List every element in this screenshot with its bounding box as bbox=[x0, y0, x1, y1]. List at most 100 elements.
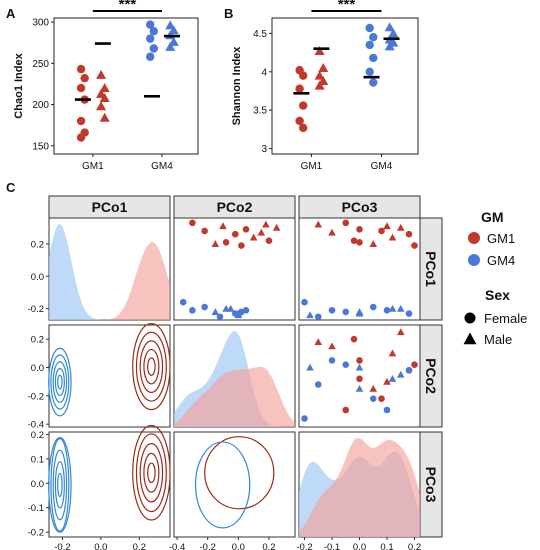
data-point bbox=[342, 361, 350, 368]
data-point-female bbox=[149, 44, 158, 53]
row-strip-label: PCo3 bbox=[423, 467, 439, 503]
x-tick-label: GM1 bbox=[301, 161, 323, 172]
data-point bbox=[249, 233, 258, 241]
data-point bbox=[383, 222, 391, 230]
row-strip-label: PCo1 bbox=[423, 251, 439, 287]
y-tick-label: -0.2 bbox=[28, 528, 44, 539]
legend-label: GM4 bbox=[487, 253, 515, 268]
data-point bbox=[328, 357, 336, 364]
data-point bbox=[211, 308, 220, 315]
data-point-female bbox=[365, 67, 374, 76]
legend-swatch bbox=[468, 232, 480, 244]
data-point bbox=[262, 220, 270, 228]
legend: GM GM1 GM4 Sex Female Male bbox=[463, 209, 527, 347]
column-strip-label: PCo2 bbox=[217, 199, 253, 215]
data-point bbox=[328, 228, 336, 236]
x-tick-label: -0.2 bbox=[200, 542, 216, 550]
data-point bbox=[222, 238, 230, 246]
data-point-female bbox=[76, 64, 86, 74]
data-point bbox=[396, 370, 405, 378]
y-tick-label: 300 bbox=[32, 18, 49, 29]
data-point-female bbox=[295, 116, 304, 126]
data-point bbox=[369, 395, 377, 402]
legend-label: Male bbox=[484, 332, 512, 347]
pair-cell bbox=[298, 431, 421, 538]
data-point-male bbox=[314, 46, 325, 56]
density-contour bbox=[52, 449, 68, 521]
density-contour bbox=[143, 348, 160, 385]
legend-title-gm: GM bbox=[481, 209, 504, 225]
density-gm4 bbox=[49, 224, 170, 320]
row-strip-label: PCo2 bbox=[423, 358, 439, 394]
data-point-female bbox=[80, 73, 89, 83]
data-point-male bbox=[99, 83, 110, 93]
panel-b: B 3 3.5 4 4.5 Shannon Index GM1 GM4 *** bbox=[224, 0, 419, 172]
density-contour bbox=[194, 441, 251, 529]
data-point bbox=[396, 223, 405, 231]
data-point bbox=[265, 237, 273, 244]
x-tick-label: -0.4 bbox=[169, 542, 185, 550]
pair-cell bbox=[173, 217, 296, 321]
density-contour bbox=[143, 452, 160, 493]
x-tick-label: 0.2 bbox=[408, 542, 421, 550]
pair-cell bbox=[48, 424, 171, 538]
density-contour bbox=[147, 357, 156, 376]
x-tick-label: 0.0 bbox=[94, 542, 107, 550]
data-point bbox=[405, 310, 413, 317]
x-tick-label: GM4 bbox=[371, 161, 393, 172]
data-point bbox=[388, 349, 397, 357]
panel-c: C PCo1 PCo2 PCo3 PCo1 PCo2 PCo3 0.2 0.0 -0.2 0.2 0.… bbox=[6, 180, 443, 550]
y-tick-label: 0.0 bbox=[31, 272, 44, 283]
data-point-male bbox=[165, 20, 176, 30]
data-point bbox=[306, 363, 314, 371]
data-point bbox=[388, 375, 397, 382]
data-point bbox=[238, 242, 245, 249]
pair-cell bbox=[173, 431, 296, 538]
column-strip-label: PCo3 bbox=[342, 199, 378, 215]
data-point bbox=[355, 384, 364, 392]
density-contour bbox=[132, 323, 171, 411]
y-axis-title: Shannon Index bbox=[231, 46, 243, 126]
data-point-female bbox=[369, 33, 378, 42]
density-contour bbox=[48, 437, 72, 533]
data-point bbox=[388, 304, 397, 312]
data-point-male bbox=[384, 41, 395, 51]
density-contour bbox=[57, 374, 63, 390]
y-tick-label: -0.2 bbox=[28, 304, 44, 315]
legend-swatch bbox=[463, 332, 477, 345]
data-point bbox=[328, 306, 336, 314]
data-point-male bbox=[96, 69, 107, 79]
data-point bbox=[405, 230, 413, 238]
data-point-male bbox=[96, 101, 107, 111]
data-point-female bbox=[76, 116, 86, 126]
data-point bbox=[383, 377, 391, 385]
legend-swatch bbox=[468, 254, 480, 266]
data-point-male bbox=[384, 22, 395, 32]
data-point-female bbox=[299, 101, 308, 110]
data-point-female bbox=[369, 78, 378, 87]
data-point bbox=[314, 338, 323, 346]
data-point-female bbox=[76, 133, 86, 142]
y-tick-label: 0.2 bbox=[31, 239, 44, 250]
data-point bbox=[369, 303, 377, 311]
x-tick-label: 0.0 bbox=[232, 542, 245, 550]
density-contour bbox=[57, 472, 63, 498]
x-tick-label: GM1 bbox=[82, 161, 104, 172]
data-point bbox=[272, 223, 281, 231]
data-point bbox=[211, 240, 220, 247]
data-point-male bbox=[314, 70, 325, 80]
pair-cell bbox=[48, 217, 171, 321]
y-tick-label: 4 bbox=[261, 67, 267, 78]
y-tick-label: -0.4 bbox=[28, 420, 44, 431]
data-point bbox=[378, 395, 385, 402]
data-point-female bbox=[146, 34, 155, 43]
y-tick-label: 0.1 bbox=[31, 454, 44, 465]
data-point bbox=[350, 335, 358, 343]
data-point bbox=[369, 240, 378, 247]
legend-title-sex: Sex bbox=[485, 287, 510, 303]
data-point-male bbox=[99, 92, 110, 102]
data-point bbox=[342, 406, 350, 414]
x-tick-label: -0.2 bbox=[54, 542, 70, 550]
data-point bbox=[356, 238, 363, 246]
density-contour bbox=[50, 438, 70, 532]
